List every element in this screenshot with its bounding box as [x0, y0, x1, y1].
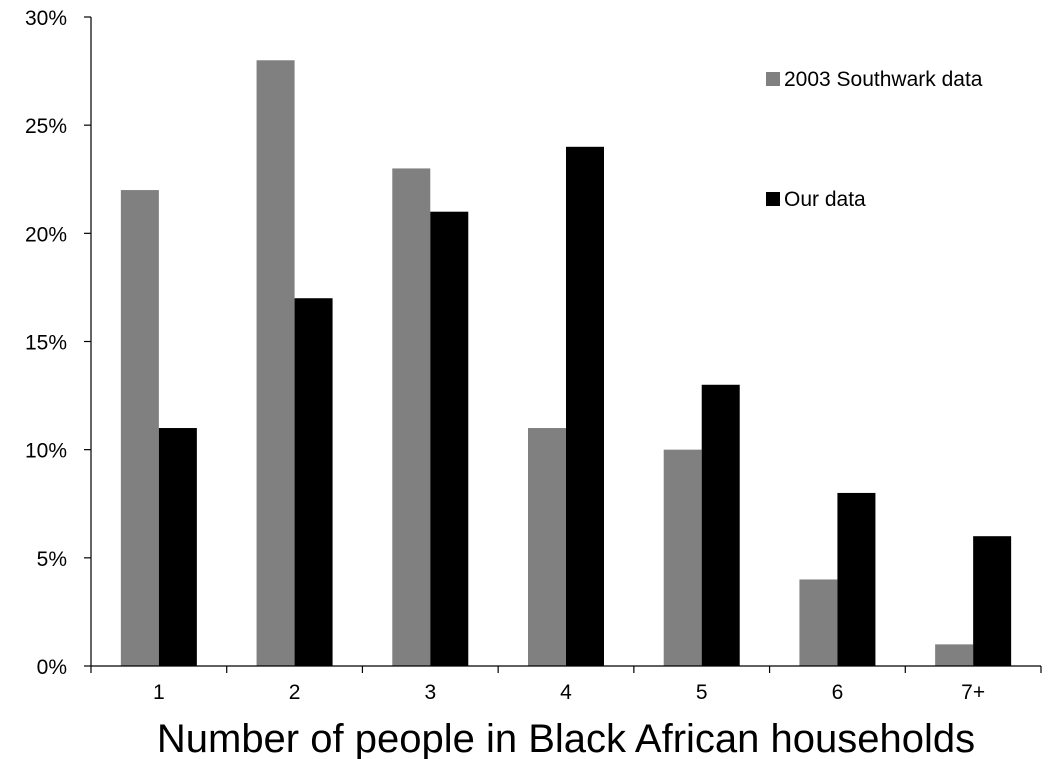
- x-tick-label: 3: [424, 681, 436, 704]
- bar-southwark-2003-7+: [935, 644, 974, 666]
- bar-our-data-2: [294, 298, 333, 666]
- x-axis-title: Number of people in Black African househ…: [157, 717, 975, 759]
- bar-our-data-4: [566, 146, 604, 667]
- y-tick-label: 10%: [25, 440, 67, 463]
- bar-southwark-2003-4: [528, 428, 566, 666]
- x-tick-label: 2: [289, 681, 301, 704]
- x-tick-label: 1: [153, 681, 165, 704]
- y-tick-label: 20%: [25, 223, 67, 246]
- legend-label: 2003 Southwark data: [784, 68, 983, 91]
- bar-southwark-2003-1: [120, 190, 159, 667]
- bar-our-data-1: [158, 428, 197, 666]
- bar-southwark-2003-6: [799, 579, 838, 666]
- y-tick-label: 30%: [25, 7, 67, 30]
- bar-southwark-2003-3: [392, 168, 431, 666]
- x-tick-label: 6: [832, 681, 844, 704]
- bars-group: [120, 60, 1012, 667]
- y-axis: 0% 5% 10% 15% 20% 25% 30%: [25, 7, 92, 679]
- legend-swatch: [766, 192, 780, 206]
- y-tick-label: 0%: [37, 656, 67, 679]
- bar-southwark-2003-2: [256, 60, 295, 667]
- bar-our-data-3: [430, 211, 469, 666]
- x-tick-label: 5: [696, 681, 708, 704]
- legend-swatch: [766, 72, 780, 86]
- bar-our-data-5: [701, 384, 740, 666]
- legend-label: Our data: [784, 188, 866, 211]
- bar-our-data-6: [837, 492, 876, 666]
- y-tick-label: 5%: [37, 548, 67, 571]
- y-tick-label: 25%: [25, 115, 67, 138]
- x-axis: 1 2 3 4 5 6 7+: [90, 665, 1042, 704]
- bar-our-data-7+: [973, 536, 1012, 666]
- legend: 2003 Southwark data Our data: [766, 68, 983, 211]
- x-tick-label: 4: [560, 681, 572, 704]
- y-tick-label: 15%: [25, 332, 67, 355]
- x-tick-label: 7+: [961, 681, 985, 704]
- bar-southwark-2003-5: [663, 449, 702, 666]
